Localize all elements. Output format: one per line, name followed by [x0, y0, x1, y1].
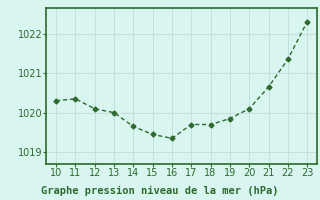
Text: Graphe pression niveau de la mer (hPa): Graphe pression niveau de la mer (hPa): [41, 186, 279, 196]
